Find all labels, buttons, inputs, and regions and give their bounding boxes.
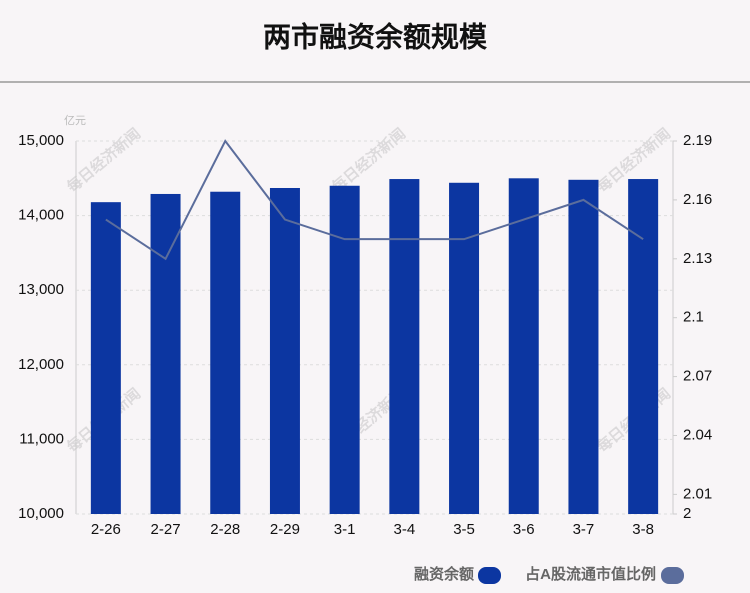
- bar: [210, 191, 241, 514]
- legend-swatch: [478, 567, 501, 584]
- x-tick-label: 3-8: [632, 521, 654, 538]
- bar: [269, 187, 300, 515]
- bar: [329, 185, 360, 514]
- bar: [628, 179, 659, 514]
- y2-tick-label: 2.04: [683, 426, 712, 443]
- bar: [389, 179, 420, 514]
- x-tick-label: 3-5: [453, 521, 475, 538]
- y2-tick-label: 2.01: [683, 485, 712, 502]
- legend-label: 占A股流通市值比例: [525, 565, 656, 583]
- y2-tick-label: 2.19: [683, 132, 712, 149]
- bar: [508, 178, 539, 515]
- y2-tick-label: 2.07: [683, 368, 712, 385]
- y2-tick-label: 2.1: [683, 309, 704, 326]
- x-tick-label: 3-4: [394, 521, 416, 538]
- x-tick-label: 2-28: [210, 521, 240, 538]
- y-unit: 亿元: [64, 114, 86, 127]
- y2-tick-label: 2.16: [683, 191, 712, 208]
- y2-tick-label: 2: [683, 505, 691, 522]
- legend-swatch: [661, 567, 684, 584]
- x-tick-label: 2-26: [91, 521, 121, 538]
- y2-tick-label: 2.13: [683, 250, 712, 267]
- x-tick-label: 2-27: [151, 521, 181, 538]
- bar: [568, 179, 599, 515]
- legend-label: 融资余额: [414, 565, 474, 583]
- chart-title: 两市融资余额规模: [263, 20, 488, 52]
- x-tick-label: 2-29: [270, 521, 300, 538]
- y-tick-label: 12,000: [18, 356, 64, 373]
- y-tick-label: 10,000: [18, 505, 64, 522]
- y-tick-label: 13,000: [18, 281, 64, 298]
- x-tick-label: 3-1: [334, 521, 356, 538]
- y-tick-label: 14,000: [18, 207, 64, 224]
- line: [105, 139, 644, 261]
- x-tick-label: 3-6: [513, 521, 535, 538]
- x-tick-label: 3-7: [573, 521, 595, 538]
- y-tick-label: 11,000: [19, 430, 64, 447]
- bar: [449, 182, 480, 514]
- bar: [90, 202, 121, 514]
- y-tick-label: 15,000: [18, 132, 64, 149]
- bar: [150, 193, 181, 514]
